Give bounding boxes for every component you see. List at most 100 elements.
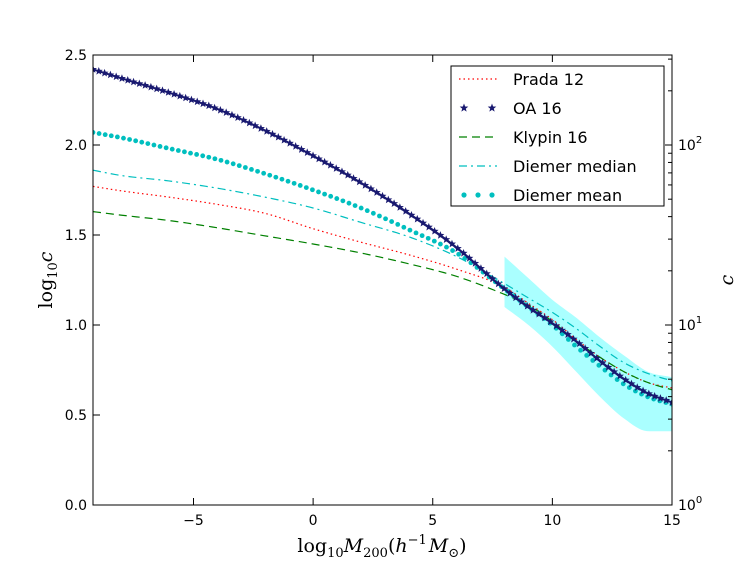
series-marker-diemer-mean bbox=[224, 159, 230, 165]
series-marker-oa-16 bbox=[644, 389, 653, 398]
series-marker-diemer-mean bbox=[578, 347, 583, 353]
series-marker-diemer-mean bbox=[163, 145, 169, 151]
series-marker-diemer-mean bbox=[407, 227, 413, 233]
legend-item-oa-16: OA 16 bbox=[459, 99, 562, 118]
series-marker-diemer-mean bbox=[596, 362, 602, 368]
series-marker-diemer-mean bbox=[151, 142, 157, 148]
series-marker-oa-16 bbox=[465, 253, 474, 262]
series-marker-oa-16 bbox=[505, 289, 514, 297]
series-marker-oa-16 bbox=[401, 207, 410, 215]
series-marker-oa-16 bbox=[534, 309, 543, 318]
series-marker-diemer-mean bbox=[431, 238, 437, 244]
series-marker-diemer-mean bbox=[127, 137, 132, 142]
series-marker-diemer-mean bbox=[145, 141, 151, 147]
legend-swatch bbox=[461, 192, 467, 198]
series-marker-oa-16 bbox=[511, 293, 520, 302]
series-marker-oa-16 bbox=[384, 195, 393, 204]
series-marker-diemer-mean bbox=[255, 168, 260, 174]
series-marker-diemer-mean bbox=[303, 185, 309, 190]
series-marker-oa-16 bbox=[639, 386, 648, 395]
series-marker-oa-16 bbox=[117, 74, 126, 82]
series-marker-oa-16 bbox=[152, 84, 161, 93]
series-marker-oa-16 bbox=[181, 93, 190, 102]
legend-swatch bbox=[475, 192, 481, 198]
series-marker-diemer-mean bbox=[322, 191, 327, 197]
series-marker-diemer-mean bbox=[395, 222, 401, 227]
series-marker-diemer-mean bbox=[273, 174, 279, 180]
series-marker-oa-16 bbox=[366, 184, 375, 193]
series-marker-oa-16 bbox=[575, 339, 584, 348]
y-tick-label: 0.0 bbox=[65, 498, 87, 514]
series-marker-diemer-mean bbox=[413, 230, 419, 236]
series-marker-diemer-mean bbox=[590, 358, 596, 363]
legend-swatch bbox=[459, 103, 469, 112]
series-marker-oa-16 bbox=[419, 218, 428, 227]
series-marker-oa-16 bbox=[668, 398, 672, 406]
series-marker-oa-16 bbox=[349, 174, 358, 182]
series-marker-diemer-mean bbox=[212, 156, 218, 162]
series-marker-diemer-mean bbox=[334, 196, 340, 201]
series-marker-diemer-mean bbox=[572, 342, 577, 348]
series-marker-oa-16 bbox=[100, 68, 109, 77]
series-marker-oa-16 bbox=[424, 222, 433, 231]
series-marker-oa-16 bbox=[447, 239, 456, 248]
series-marker-diemer-mean bbox=[352, 203, 358, 209]
series-marker-oa-16 bbox=[610, 367, 619, 376]
series-marker-diemer-mean bbox=[602, 367, 608, 373]
series-marker-diemer-mean bbox=[401, 224, 407, 230]
series-marker-oa-16 bbox=[372, 188, 381, 196]
series-line-diemer-median bbox=[93, 169, 672, 382]
series-marker-oa-16 bbox=[222, 108, 231, 116]
series-marker-oa-16 bbox=[239, 116, 248, 124]
series-marker-diemer-mean bbox=[102, 132, 108, 138]
series-marker-oa-16 bbox=[627, 379, 636, 388]
series-marker-diemer-mean bbox=[425, 235, 431, 241]
series-marker-oa-16 bbox=[303, 148, 312, 156]
series-marker-diemer-mean bbox=[157, 144, 163, 149]
legend-box bbox=[450, 65, 665, 207]
legend-item-diemer-mean: Diemer mean bbox=[461, 186, 622, 205]
series-marker-diemer-mean bbox=[297, 183, 303, 188]
series-marker-oa-16 bbox=[326, 161, 335, 169]
y2-tick-label: 101 bbox=[678, 315, 702, 334]
series-marker-diemer-mean bbox=[584, 353, 590, 358]
series-marker-oa-16 bbox=[662, 396, 671, 404]
series-marker-oa-16 bbox=[361, 181, 370, 189]
series-marker-oa-16 bbox=[395, 203, 404, 211]
series-marker-diemer-mean bbox=[200, 153, 206, 159]
series-marker-oa-16 bbox=[123, 76, 132, 84]
series-marker-oa-16 bbox=[656, 394, 665, 402]
series-marker-oa-16 bbox=[233, 113, 242, 122]
x-axis: −5 0 5 10 15 bbox=[183, 55, 681, 529]
series-marker-diemer-mean bbox=[364, 208, 370, 214]
series-marker-oa-16 bbox=[581, 344, 590, 352]
series-marker-diemer-mean bbox=[188, 150, 193, 156]
series-marker-diemer-mean bbox=[565, 337, 571, 342]
y-tick-label: 1.0 bbox=[65, 318, 87, 334]
series-marker-diemer-mean bbox=[383, 216, 388, 222]
series-marker-oa-16 bbox=[94, 67, 103, 75]
series-marker-oa-16 bbox=[540, 313, 549, 322]
series-marker-diemer-mean bbox=[230, 161, 236, 167]
series-marker-oa-16 bbox=[598, 358, 607, 367]
series-marker-oa-16 bbox=[482, 269, 491, 278]
series-marker-oa-16 bbox=[523, 301, 532, 310]
series-marker-diemer-mean bbox=[370, 210, 376, 216]
series-marker-oa-16 bbox=[199, 99, 207, 108]
series-klypin-16 bbox=[93, 211, 672, 391]
y-tick-label: 2.5 bbox=[65, 48, 87, 64]
series-marker-diemer-mean bbox=[93, 130, 96, 135]
series-marker-diemer-mean bbox=[456, 251, 462, 257]
series-marker-oa-16 bbox=[337, 167, 346, 176]
series-marker-oa-16 bbox=[407, 210, 416, 219]
series-line-klypin-16 bbox=[93, 211, 672, 391]
x-tick-label: −5 bbox=[183, 513, 204, 529]
legend-label: Diemer mean bbox=[513, 186, 622, 205]
series-marker-oa-16 bbox=[112, 72, 121, 81]
series-marker-oa-16 bbox=[146, 82, 155, 91]
series-marker-diemer-mean bbox=[291, 180, 297, 186]
series-marker-oa-16 bbox=[227, 110, 236, 119]
legend-label: Klypin 16 bbox=[513, 128, 588, 147]
series-marker-oa-16 bbox=[586, 349, 595, 357]
